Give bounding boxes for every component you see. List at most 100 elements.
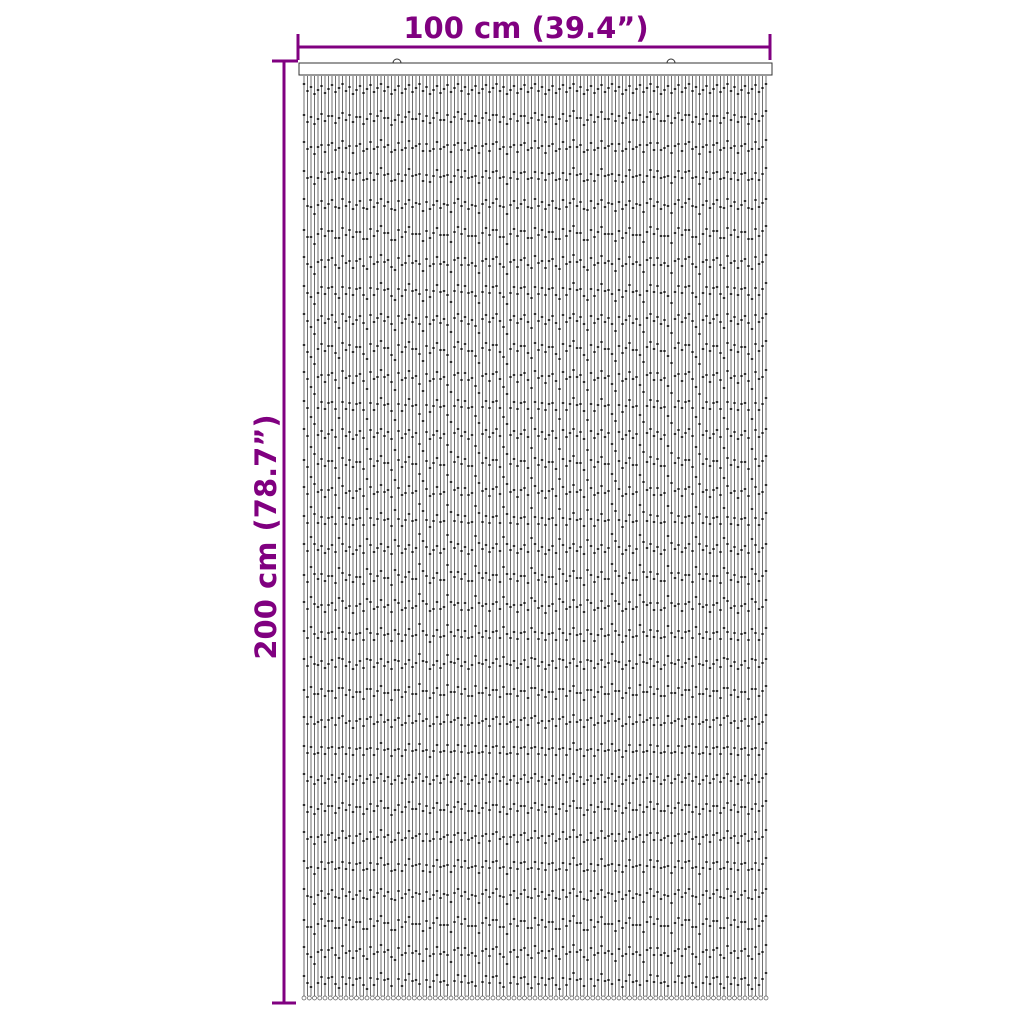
bead-end	[432, 995, 438, 1001]
bead-end	[648, 995, 653, 1001]
bead-end	[658, 995, 664, 1001]
bead-end	[564, 995, 569, 1001]
bead-end	[679, 995, 685, 1001]
bead-end	[726, 995, 732, 1001]
bead-end	[616, 995, 622, 1001]
bead-strands	[301, 76, 769, 1001]
bead-end	[427, 995, 433, 1001]
bead-end	[669, 995, 674, 1001]
bead-end	[411, 995, 417, 1001]
bead-end	[506, 995, 512, 1001]
bead-end	[516, 995, 522, 1001]
bead-end	[390, 995, 396, 1001]
bead-end	[742, 995, 748, 1001]
bead-end	[385, 995, 391, 1001]
bead-end	[548, 995, 554, 1001]
bead-end	[343, 995, 349, 1001]
bead-end	[705, 995, 711, 1001]
hook-right	[666, 58, 676, 64]
bead-end	[422, 995, 428, 1001]
width-dimension	[296, 34, 772, 60]
bead-end	[401, 995, 407, 1001]
bead-end	[716, 995, 722, 1001]
bead-end	[406, 995, 412, 1001]
bead-end	[312, 995, 317, 1001]
bead-end	[621, 995, 627, 1001]
bead-end	[453, 995, 459, 1001]
bead-end	[396, 995, 401, 1001]
bead-end	[443, 995, 449, 1001]
bead-end	[522, 995, 527, 1001]
bead-end	[700, 995, 706, 1001]
bead-end	[606, 995, 611, 1001]
bead-end	[632, 995, 638, 1001]
height-label: 200 cm (78.7”)	[249, 414, 283, 659]
bead-end	[322, 995, 328, 1001]
bead-end	[375, 995, 380, 1001]
width-label: 100 cm (39.4”)	[403, 11, 648, 45]
bead-end	[511, 995, 517, 1001]
bead-end	[327, 995, 333, 1001]
bead-end	[338, 995, 344, 1001]
bead-joints	[302, 83, 768, 990]
bead-end	[653, 995, 659, 1001]
bead-end	[600, 995, 606, 1001]
hook-left	[392, 58, 402, 64]
rod	[298, 62, 773, 76]
bead-end	[464, 995, 470, 1001]
bead-end	[306, 995, 312, 1001]
bead-end	[501, 995, 506, 1001]
bead-end	[417, 995, 422, 1001]
bead-end	[763, 995, 769, 1001]
bead-end	[480, 995, 485, 1001]
bead-end	[553, 995, 559, 1001]
bead-end	[642, 995, 648, 1001]
bead-end	[490, 995, 496, 1001]
bead-end	[469, 995, 475, 1001]
bead-end	[537, 995, 543, 1001]
bead-end	[448, 995, 454, 1001]
bead-end	[684, 995, 690, 1001]
bead-end	[527, 995, 533, 1001]
bead-end	[380, 995, 386, 1001]
bead-end	[611, 995, 617, 1001]
bead-end	[369, 995, 375, 1001]
bead-end	[317, 995, 323, 1001]
bead-end	[695, 995, 701, 1001]
bead-end	[301, 995, 307, 1001]
bead-end	[674, 995, 680, 1001]
bead-end	[459, 995, 464, 1001]
bead-end	[753, 995, 758, 1001]
bead-end	[354, 995, 359, 1001]
bead-end	[690, 995, 695, 1001]
bead-end	[333, 995, 338, 1001]
bead-end	[585, 995, 590, 1001]
bead-end	[590, 995, 596, 1001]
bead-end	[711, 995, 716, 1001]
bead-end	[543, 995, 548, 1001]
bead-end	[579, 995, 585, 1001]
curtain-rod	[298, 58, 773, 76]
bead-end	[348, 995, 354, 1001]
bead-end	[485, 995, 491, 1001]
bead-end	[663, 995, 669, 1001]
bead-end	[627, 995, 632, 1001]
bead-end	[595, 995, 601, 1001]
bead-end	[747, 995, 753, 1001]
bead-end	[364, 995, 370, 1001]
bead-end	[558, 995, 564, 1001]
bead-end	[732, 995, 737, 1001]
bead-end	[569, 995, 575, 1001]
bead-end	[438, 995, 443, 1001]
bead-end	[637, 995, 643, 1001]
bead-end	[737, 995, 743, 1001]
bead-end	[359, 995, 365, 1001]
bead-end	[574, 995, 580, 1001]
bead-end	[495, 995, 501, 1001]
height-dimension	[272, 59, 298, 1005]
strand-lines	[303, 76, 767, 996]
bead-end	[758, 995, 764, 1001]
bead-end	[532, 995, 538, 1001]
bead-end	[474, 995, 480, 1001]
